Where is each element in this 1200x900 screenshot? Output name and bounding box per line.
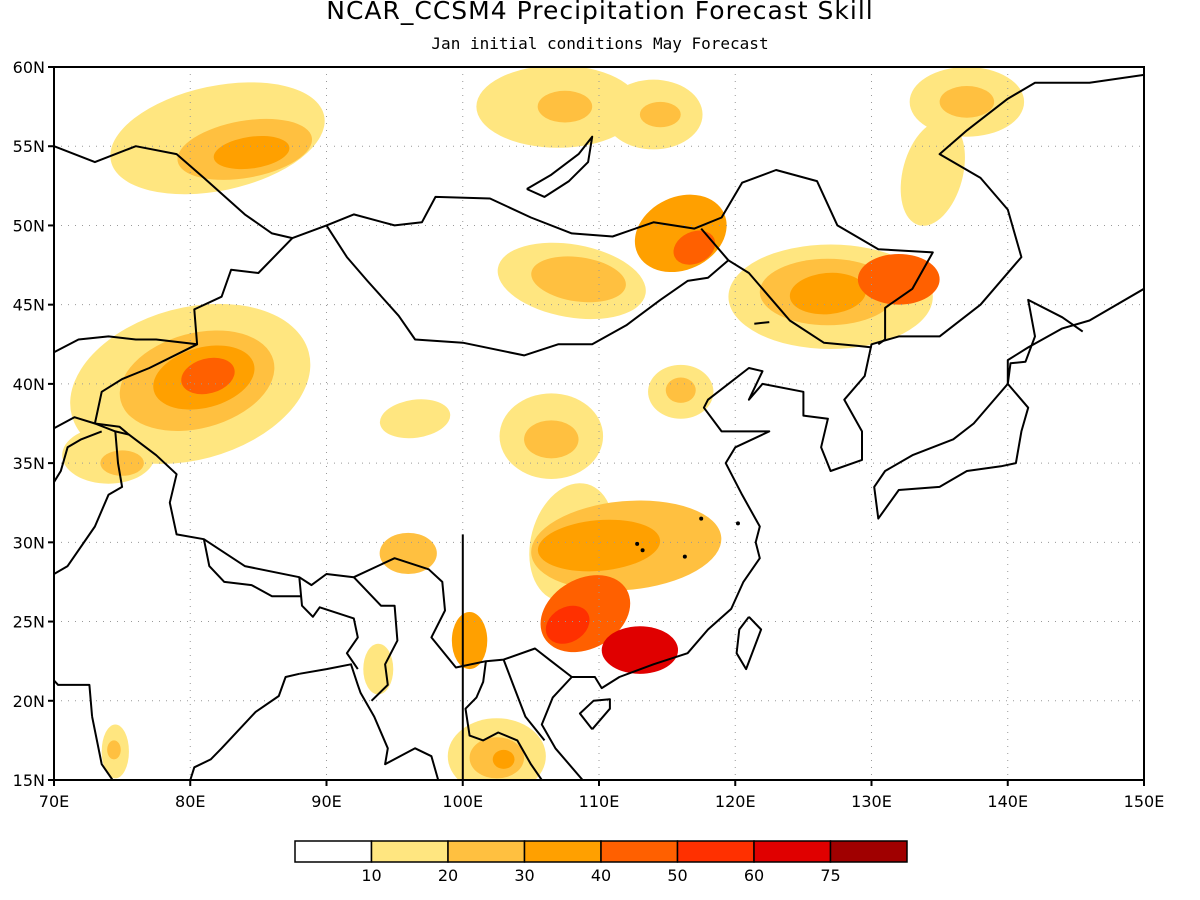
colorbar-swatch <box>294 840 373 863</box>
coastline-segment <box>54 416 130 436</box>
coastline-segment <box>727 259 872 349</box>
skill-contour <box>379 532 437 575</box>
coastline-segment <box>754 321 770 325</box>
lake-mark <box>635 541 640 546</box>
lat-tick-label: 35N <box>13 454 45 473</box>
skill-contour <box>492 749 515 769</box>
lon-tick-label: 70E <box>39 792 69 811</box>
coastline-segment <box>202 539 302 598</box>
skill-field <box>62 67 1025 780</box>
lat-tick-label: 45N <box>13 296 45 315</box>
coastline-segment <box>54 431 124 575</box>
skill-contour <box>524 420 579 459</box>
lon-tick-label: 130E <box>851 792 892 811</box>
coastlines <box>54 73 1144 780</box>
skill-contour <box>639 101 681 128</box>
axis-ticks: 70E 80E 90E 100E 110E 120E 130E 140E 150E 15N 20N 2… <box>13 58 1165 811</box>
lake-mark <box>682 554 687 559</box>
lat-tick-label: 50N <box>13 216 45 235</box>
skill-contour <box>213 135 290 170</box>
lon-tick-label: 140E <box>987 792 1028 811</box>
lake-mark <box>640 548 645 553</box>
skill-contour <box>363 643 394 695</box>
skill-contour <box>634 194 727 273</box>
colorbar-label: 75 <box>820 866 840 885</box>
coastline-segment <box>189 672 300 780</box>
colorbar-label: 10 <box>361 866 381 885</box>
coastline-segment <box>526 135 594 198</box>
colorbar-swatch <box>600 840 679 863</box>
lon-tick-label: 80E <box>175 792 205 811</box>
coastline-segment <box>353 576 399 702</box>
lon-tick-label: 150E <box>1124 792 1165 811</box>
colorbar-swatch <box>447 840 526 863</box>
lat-tick-label: 15N <box>13 771 45 790</box>
lon-tick-label: 90E <box>311 792 341 811</box>
coastline-segment <box>735 616 763 671</box>
colorbar-label: 20 <box>438 866 458 885</box>
colorbar-label: 60 <box>744 866 764 885</box>
lake-mark <box>735 521 740 526</box>
coastline-segment <box>54 335 198 354</box>
lake-mark <box>699 516 704 521</box>
skill-contour <box>789 272 866 315</box>
coastline-segment <box>54 145 934 346</box>
coastline-segment <box>578 698 611 730</box>
colorbar-swatch <box>753 840 832 863</box>
coastline-segment <box>54 430 103 483</box>
skill-contour <box>107 740 121 760</box>
coastline-segment <box>91 716 114 780</box>
colorbar: 10 20 30 40 50 60 75 <box>294 840 908 885</box>
colorbar-swatch <box>370 840 449 863</box>
colorbar-label: 30 <box>514 866 534 885</box>
coastline-segment <box>873 287 1144 520</box>
coastline-segment <box>502 659 546 742</box>
colorbar-label: 50 <box>667 866 687 885</box>
skill-contour <box>379 399 451 439</box>
colorbar-swatch <box>676 840 755 863</box>
skill-contour <box>601 626 679 674</box>
coastline-segment <box>299 663 440 780</box>
lat-tick-label: 55N <box>13 137 45 156</box>
colorbar-swatch <box>829 840 908 863</box>
coastline-segment <box>464 661 543 780</box>
skill-contour <box>451 612 488 670</box>
skill-contour <box>181 357 235 395</box>
skill-contour <box>100 450 144 476</box>
skill-contour <box>531 256 626 303</box>
skill-contour <box>939 86 995 118</box>
coastline-segment <box>298 577 359 670</box>
coastline-segment <box>540 73 1144 780</box>
map-subtitle: Jan initial conditions May Forecast <box>431 34 769 53</box>
lat-tick-label: 25N <box>13 613 45 632</box>
skill-contour <box>545 605 590 644</box>
coastline-segment <box>325 224 730 357</box>
lat-tick-label: 30N <box>13 533 45 552</box>
lon-tick-label: 100E <box>442 792 483 811</box>
coastline-segment <box>54 678 94 717</box>
map-title: NCAR_CCSM4 Precipitation Forecast Skill <box>326 0 874 25</box>
lat-tick-label: 40N <box>13 375 45 394</box>
colorbar-swatch <box>523 840 602 863</box>
lon-tick-label: 110E <box>579 792 620 811</box>
skill-contour <box>537 519 661 572</box>
skill-contour <box>665 377 696 403</box>
lat-tick-label: 20N <box>13 692 45 711</box>
skill-contour <box>673 230 716 265</box>
lat-tick-label: 60N <box>13 58 45 77</box>
skill-contour <box>857 253 940 305</box>
lon-tick-label: 120E <box>715 792 756 811</box>
skill-contour <box>537 90 593 123</box>
colorbar-label: 40 <box>591 866 611 885</box>
